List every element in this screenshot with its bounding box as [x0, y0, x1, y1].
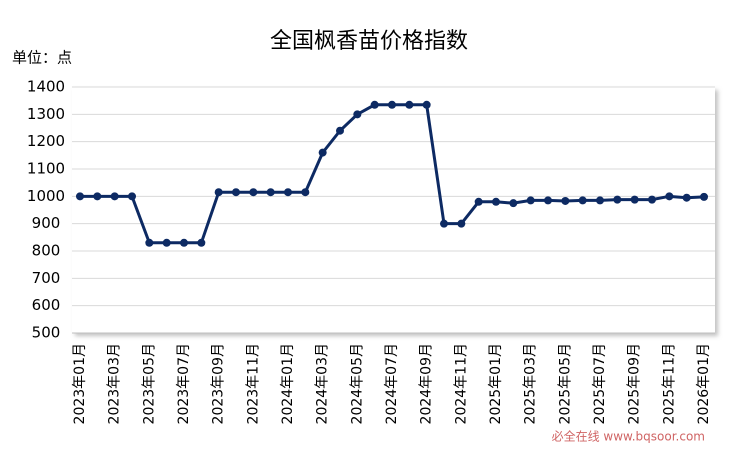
- data-point: [180, 238, 188, 247]
- y-tick-label: 800: [32, 242, 61, 260]
- x-tick-label: 2026年01月: [696, 343, 712, 424]
- y-tick-label: 500: [32, 324, 61, 342]
- y-tick-label: 900: [32, 214, 61, 232]
- chart-title: 全国枫香苗价格指数: [270, 29, 468, 54]
- data-point: [422, 100, 431, 109]
- data-point: [93, 192, 102, 201]
- x-tick-label: 2024年07月: [384, 343, 400, 424]
- y-tick-label: 1100: [27, 160, 65, 178]
- data-point: [301, 188, 310, 197]
- data-point: [544, 196, 552, 205]
- data-point: [162, 238, 171, 247]
- x-tick-label: 2024年03月: [315, 343, 331, 424]
- data-point: [336, 126, 344, 135]
- data-point: [648, 195, 656, 204]
- x-tick-label: 2023年07月: [176, 343, 192, 424]
- data-point: [214, 188, 223, 197]
- data-point: [596, 196, 604, 205]
- data-point: [682, 193, 691, 202]
- data-point: [128, 192, 136, 201]
- x-tick-label: 2023年01月: [72, 343, 88, 424]
- data-point: [232, 188, 240, 197]
- data-point: [440, 219, 448, 228]
- data-point: [405, 100, 414, 109]
- x-tick-label: 2025年01月: [488, 343, 504, 424]
- x-tick-label: 2025年03月: [523, 343, 539, 424]
- data-point: [249, 188, 258, 197]
- data-point: [353, 110, 362, 119]
- data-point: [145, 238, 154, 247]
- y-tick-label: 1300: [27, 105, 65, 123]
- y-axis-label: 单位：点: [12, 49, 72, 67]
- x-tick-label: 2023年09月: [211, 343, 227, 424]
- x-tick-label: 2025年07月: [592, 343, 608, 424]
- y-tick-label: 1200: [27, 132, 65, 150]
- data-point: [266, 188, 275, 197]
- data-point: [613, 195, 622, 204]
- y-tick-label: 700: [32, 269, 61, 287]
- data-point: [197, 238, 206, 247]
- x-tick-label: 2023年11月: [245, 343, 261, 424]
- x-tick-label: 2024年05月: [349, 343, 365, 424]
- x-tick-label: 2025年05月: [557, 343, 573, 424]
- x-tick-label: 2025年09月: [627, 343, 643, 424]
- x-tick-label: 2023年05月: [141, 343, 157, 424]
- data-point: [700, 192, 708, 201]
- data-point: [318, 148, 327, 157]
- data-point: [630, 195, 639, 204]
- x-tick-label: 2025年11月: [661, 343, 677, 424]
- y-tick-label: 600: [32, 296, 61, 314]
- data-point: [110, 192, 119, 201]
- data-point: [578, 196, 587, 205]
- watermark: 必全在线 www.bqsoor.com: [552, 429, 705, 444]
- x-tick-label: 2024年09月: [419, 343, 435, 424]
- data-point: [388, 100, 396, 109]
- data-point: [76, 192, 84, 201]
- data-point: [457, 219, 466, 228]
- y-tick-label: 1400: [27, 78, 65, 96]
- x-tick-label: 2023年03月: [107, 343, 123, 424]
- x-tick-label: 2024年11月: [453, 343, 469, 424]
- x-tick-label: 2024年01月: [280, 343, 296, 424]
- data-point: [492, 197, 500, 206]
- plot-area: [72, 87, 715, 333]
- y-tick-label: 1000: [27, 187, 65, 205]
- data-point: [526, 196, 535, 205]
- data-point: [370, 100, 379, 109]
- data-point: [665, 192, 674, 201]
- data-point: [474, 197, 483, 206]
- data-point: [509, 199, 518, 208]
- data-point: [284, 188, 292, 197]
- data-point: [561, 196, 570, 205]
